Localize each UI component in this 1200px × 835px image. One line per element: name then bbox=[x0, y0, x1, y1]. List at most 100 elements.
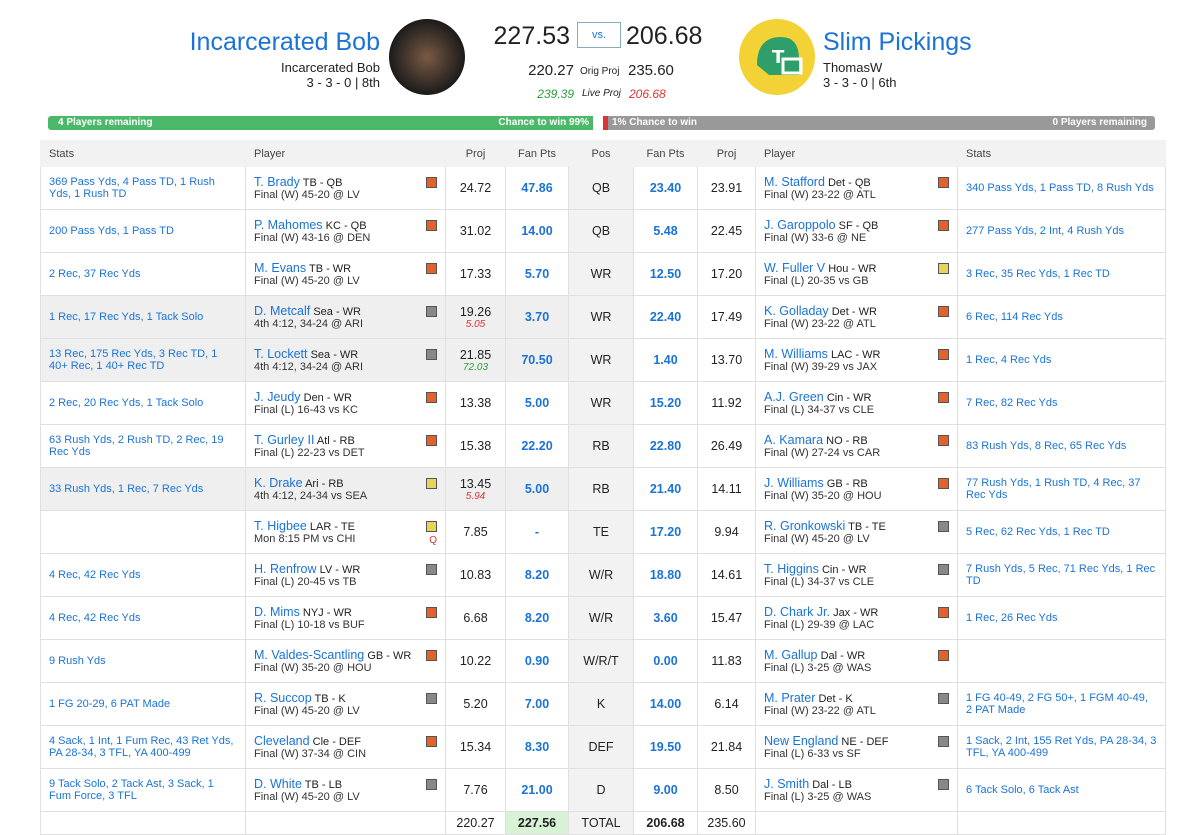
fantasy-points[interactable]: 12.50 bbox=[633, 252, 698, 296]
player-name[interactable]: A.J. Green bbox=[764, 390, 824, 404]
player-name[interactable]: M. Evans bbox=[254, 261, 307, 275]
fantasy-points[interactable]: 3.60 bbox=[633, 596, 698, 640]
player-name[interactable]: M. Gallup bbox=[764, 648, 818, 662]
fantasy-points[interactable]: 8.20 bbox=[505, 596, 569, 640]
stats-text[interactable]: 6 Rec, 114 Rec Yds bbox=[966, 311, 1063, 323]
fantasy-points[interactable]: 21.00 bbox=[505, 768, 569, 812]
stats-text[interactable]: 2 Rec, 20 Rec Yds, 1 Tack Solo bbox=[49, 397, 204, 409]
fantasy-points[interactable]: 18.80 bbox=[633, 553, 698, 597]
player-name[interactable]: J. Jeudy bbox=[254, 390, 301, 404]
news-icon[interactable] bbox=[938, 349, 949, 360]
player-name[interactable]: D. Chark Jr. bbox=[764, 605, 830, 619]
player-name[interactable]: T. Higbee bbox=[254, 518, 307, 533]
news-icon[interactable] bbox=[938, 392, 949, 403]
fantasy-points[interactable]: 22.40 bbox=[633, 295, 698, 339]
stats-text[interactable]: 4 Sack, 1 Int, 1 Fum Rec, 43 Ret Yds, PA… bbox=[49, 735, 234, 759]
stats-text[interactable]: 77 Rush Yds, 1 Rush TD, 4 Rec, 37 Rec Yd… bbox=[966, 477, 1141, 501]
player-name[interactable]: W. Fuller V bbox=[764, 261, 826, 275]
stats-text[interactable]: 33 Rush Yds, 1 Rec, 7 Rec Yds bbox=[49, 483, 204, 495]
stats-text[interactable]: 1 FG 20-29, 6 PAT Made bbox=[49, 698, 171, 710]
news-icon[interactable] bbox=[426, 263, 437, 274]
player-name[interactable]: New England bbox=[764, 734, 839, 748]
player-name[interactable]: P. Mahomes bbox=[254, 218, 323, 232]
news-icon[interactable] bbox=[426, 220, 437, 231]
fantasy-points[interactable]: 8.30 bbox=[505, 725, 569, 769]
player-name[interactable]: J. Garoppolo bbox=[764, 218, 836, 232]
fantasy-points[interactable]: 14.00 bbox=[633, 682, 698, 726]
player-name[interactable]: M. Williams bbox=[764, 347, 828, 361]
fantasy-points[interactable]: 70.50 bbox=[505, 338, 569, 382]
news-icon[interactable] bbox=[426, 736, 437, 747]
stats-text[interactable]: 9 Tack Solo, 2 Tack Ast, 3 Sack, 1 Fum F… bbox=[49, 778, 214, 802]
fantasy-points[interactable]: 19.50 bbox=[633, 725, 698, 769]
stats-text[interactable]: 6 Tack Solo, 6 Tack Ast bbox=[966, 784, 1079, 796]
stats-text[interactable]: 1 Rec, 17 Rec Yds, 1 Tack Solo bbox=[49, 311, 204, 323]
news-icon[interactable] bbox=[426, 693, 437, 704]
stats-text[interactable]: 63 Rush Yds, 2 Rush TD, 2 Rec, 19 Rec Yd… bbox=[49, 434, 224, 458]
fantasy-points[interactable]: 5.70 bbox=[505, 252, 569, 296]
news-icon[interactable] bbox=[938, 306, 949, 317]
news-icon[interactable] bbox=[938, 177, 949, 188]
fantasy-points[interactable]: 3.70 bbox=[505, 295, 569, 339]
stats-text[interactable]: 5 Rec, 62 Rec Yds, 1 Rec TD bbox=[966, 526, 1110, 538]
stats-text[interactable]: 83 Rush Yds, 8 Rec, 65 Rec Yds bbox=[966, 440, 1127, 452]
stats-text[interactable]: 4 Rec, 42 Rec Yds bbox=[49, 569, 141, 581]
fantasy-points[interactable]: 22.20 bbox=[505, 424, 569, 468]
player-name[interactable]: J. Williams bbox=[764, 476, 824, 490]
stats-text[interactable]: 3 Rec, 35 Rec Yds, 1 Rec TD bbox=[966, 268, 1110, 280]
player-name[interactable]: D. Metcalf bbox=[254, 304, 311, 318]
stats-text[interactable]: 277 Pass Yds, 2 Int, 4 Rush Yds bbox=[966, 225, 1124, 237]
fantasy-points[interactable]: 9.00 bbox=[633, 768, 698, 812]
news-icon[interactable] bbox=[426, 520, 437, 532]
fantasy-points[interactable]: - bbox=[505, 510, 569, 554]
stats-text[interactable]: 1 FG 40-49, 2 FG 50+, 1 FGM 40-49, 2 PAT… bbox=[966, 692, 1148, 716]
news-icon[interactable] bbox=[938, 263, 949, 274]
news-icon[interactable] bbox=[426, 392, 437, 403]
news-icon[interactable] bbox=[938, 736, 949, 747]
stats-text[interactable]: 1 Rec, 4 Rec Yds bbox=[966, 354, 1052, 366]
player-name[interactable]: K. Golladay bbox=[764, 304, 829, 318]
left-team-name[interactable]: Incarcerated Bob bbox=[189, 28, 380, 56]
player-name[interactable]: T. Brady bbox=[254, 175, 300, 189]
news-icon[interactable] bbox=[938, 779, 949, 790]
player-name[interactable]: R. Gronkowski bbox=[764, 519, 846, 533]
player-name[interactable]: M. Stafford bbox=[764, 175, 825, 189]
fantasy-points[interactable]: 15.20 bbox=[633, 381, 698, 425]
fantasy-points[interactable]: 17.20 bbox=[633, 510, 698, 554]
stats-text[interactable]: 340 Pass Yds, 1 Pass TD, 8 Rush Yds bbox=[966, 182, 1154, 194]
stats-text[interactable]: 13 Rec, 175 Rec Yds, 3 Rec TD, 1 40+ Rec… bbox=[49, 348, 218, 372]
stats-text[interactable]: 1 Sack, 2 Int, 155 Ret Yds, PA 28-34, 3 … bbox=[966, 735, 1157, 759]
stats-text[interactable]: 9 Rush Yds bbox=[49, 655, 106, 667]
news-icon[interactable] bbox=[938, 564, 949, 575]
stats-text[interactable]: 200 Pass Yds, 1 Pass TD bbox=[49, 225, 174, 237]
player-name[interactable]: D. White bbox=[254, 777, 302, 791]
news-icon[interactable] bbox=[938, 521, 949, 532]
player-name[interactable]: R. Succop bbox=[254, 691, 312, 705]
stats-text[interactable]: 1 Rec, 26 Rec Yds bbox=[966, 612, 1058, 624]
news-icon[interactable] bbox=[938, 478, 949, 489]
fantasy-points[interactable]: 5.00 bbox=[505, 467, 569, 511]
news-icon[interactable] bbox=[426, 564, 437, 575]
news-icon[interactable] bbox=[938, 650, 949, 661]
fantasy-points[interactable]: 0.00 bbox=[633, 639, 698, 683]
news-icon[interactable] bbox=[938, 220, 949, 231]
fantasy-points[interactable]: 14.00 bbox=[505, 209, 569, 253]
stats-text[interactable]: 4 Rec, 42 Rec Yds bbox=[49, 612, 141, 624]
player-name[interactable]: Cleveland bbox=[254, 734, 310, 748]
player-name[interactable]: D. Mims bbox=[254, 605, 300, 619]
stats-text[interactable]: 7 Rec, 82 Rec Yds bbox=[966, 397, 1058, 409]
news-icon[interactable] bbox=[426, 607, 437, 618]
fantasy-points[interactable]: 1.40 bbox=[633, 338, 698, 382]
stats-text[interactable]: 369 Pass Yds, 4 Pass TD, 1 Rush Yds, 1 R… bbox=[49, 176, 215, 200]
player-name[interactable]: H. Renfrow bbox=[254, 562, 317, 576]
player-name[interactable]: T. Higgins bbox=[764, 562, 819, 576]
player-name[interactable]: T. Gurley II bbox=[254, 433, 315, 447]
right-team-name[interactable]: Slim Pickings bbox=[823, 28, 972, 56]
news-icon[interactable] bbox=[938, 693, 949, 704]
news-icon[interactable] bbox=[426, 435, 437, 446]
fantasy-points[interactable]: 23.40 bbox=[633, 166, 698, 210]
news-icon[interactable] bbox=[426, 779, 437, 790]
news-icon[interactable] bbox=[426, 349, 437, 360]
news-icon[interactable] bbox=[426, 478, 437, 489]
stats-text[interactable]: 2 Rec, 37 Rec Yds bbox=[49, 268, 141, 280]
